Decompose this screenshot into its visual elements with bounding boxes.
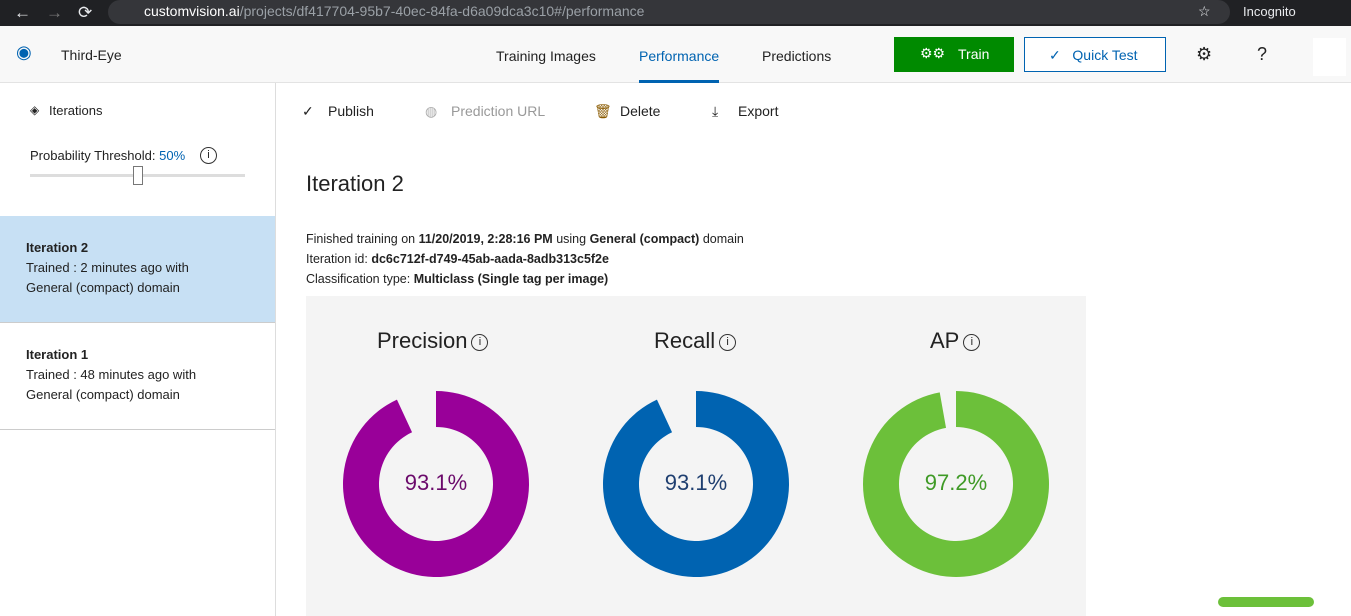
iterations-heading: Iterations [49,103,103,118]
project-name: Third-Eye [61,47,122,63]
check-icon: ✓ [1049,47,1061,63]
ap-value: 97.2% [924,470,988,495]
gears-icon: ⚙⚙ [920,45,946,61]
iteration-trained: Trained : 2 minutes ago with [26,260,189,275]
slider-handle[interactable] [133,166,143,185]
metric-name: Precision [377,328,468,353]
forward-icon[interactable]: → [46,3,63,22]
precision-donut-arc [343,391,530,577]
info-text: domain [702,232,744,246]
classification-type: Multiclass (Single tag per image) [413,272,609,286]
account-area[interactable] [1313,38,1346,76]
status-bar [1218,597,1314,607]
threshold-label: Probability Threshold: 50% [30,148,185,163]
tab-performance[interactable]: Performance [639,48,720,83]
sidebar: ◈ Iterations Probability Threshold: 50% … [0,83,276,616]
incognito-label: Incognito [1243,4,1296,19]
settings-gear-icon[interactable]: ⚙ [1196,44,1213,64]
star-icon[interactable]: ☆ [1198,3,1211,19]
info-text: Finished training on [306,232,416,246]
info-icon[interactable]: i [719,333,737,351]
layers-icon: ◈ [30,103,40,117]
tab-training-images[interactable]: Training Images [496,48,596,64]
threshold-value: 50% [159,148,186,163]
precision-title: Precision i [377,328,489,354]
precision-value: 93.1% [404,470,468,495]
iteration-item[interactable]: Iteration 2 Trained : 2 minutes ago with G… [0,216,275,323]
recall-value: 93.1% [664,470,728,495]
address-bar[interactable]: customvision.ai/projects/df417704-95b7-4… [108,0,1230,24]
reload-icon[interactable]: ⟳ [78,3,93,22]
ap-title: AP i [930,328,981,354]
browser-bar: ← → ⟳ customvision.ai/projects/df417704-… [0,0,1351,26]
url-path: /projects/df417704-95b7-40ec-84fa-d6a09d… [239,3,645,19]
check-icon: ✓ [302,103,314,119]
threshold-text: Probability Threshold: [30,148,156,163]
info-icon[interactable]: i [471,333,489,351]
download-icon: ⤓ [712,103,719,119]
info-text: using [556,232,587,246]
info-icon[interactable]: i [200,147,217,164]
iteration-info: Finished training on 11/20/2019, 2:28:16… [306,229,744,289]
info-text: Classification type: [306,272,411,286]
iteration-domain: General (compact) domain [26,387,180,402]
metric-name: Recall [654,328,716,353]
page-title: Iteration 2 [306,171,404,196]
delete-button[interactable]: Delete [620,103,661,119]
iteration-title: Iteration 2 [26,240,89,255]
quick-test-button[interactable]: ✓ Quick Test [1024,37,1166,72]
train-label: Train [958,46,990,62]
globe-icon: ◍ [425,103,438,119]
url-host: customvision.ai [144,3,240,19]
domain-value: General (compact) [589,232,700,246]
quick-test-label: Quick Test [1072,47,1138,63]
recall-title: Recall i [654,328,737,354]
iteration-domain: General (compact) domain [26,280,180,295]
back-icon[interactable]: ← [14,3,31,22]
iteration-trained: Trained : 48 minutes ago with [26,367,197,382]
prediction-url-button[interactable]: Prediction URL [451,103,546,119]
train-button[interactable]: ⚙⚙ Train [894,37,1014,72]
iteration-title: Iteration 1 [26,347,89,362]
metric-name: AP [930,328,960,353]
tab-predictions[interactable]: Predictions [762,48,832,64]
eye-logo-icon: ◉ [16,42,32,62]
iteration-id: dc6c712f-d749-45ab-aada-8adb313c5f2e [371,252,609,266]
finished-date: 11/20/2019, 2:28:16 PM [418,232,553,246]
trash-icon: 🗑 [594,103,612,119]
iteration-item[interactable]: Iteration 1 Trained : 48 minutes ago with… [0,323,275,430]
help-button[interactable]: ? [1257,44,1268,64]
info-icon[interactable]: i [963,333,981,351]
publish-button[interactable]: Publish [328,103,374,119]
recall-donut-arc [602,391,789,577]
info-text: Iteration id: [306,252,368,266]
ap-donut-arc [863,391,1049,577]
app-header: ◉ Third-Eye Training Images Performance … [0,26,1351,83]
export-button[interactable]: Export [738,103,779,119]
